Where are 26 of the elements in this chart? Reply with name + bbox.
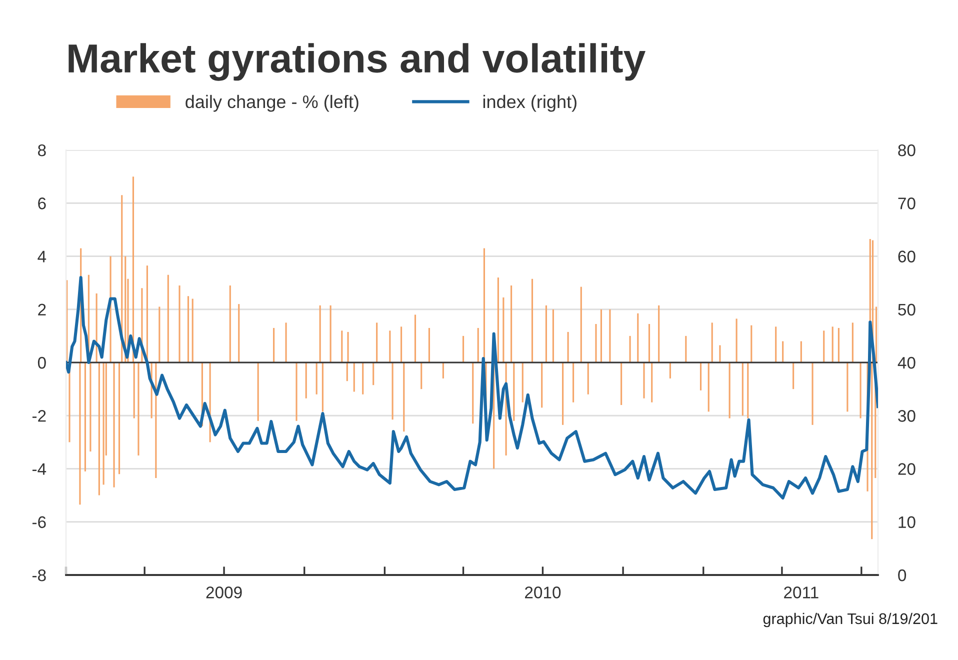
y2-tick-label: 50 xyxy=(898,304,916,316)
legend-label: daily change - % (left) xyxy=(186,94,358,112)
y-tick-label: -8 xyxy=(32,569,46,582)
y-tick-label: 6 xyxy=(38,198,46,210)
x-tick-label: 2010 xyxy=(525,586,561,598)
y2-tick-label: 0 xyxy=(898,569,906,582)
y-tick-label: 4 xyxy=(38,250,46,262)
x-tick-label: 2011 xyxy=(784,586,818,598)
line-series xyxy=(66,276,878,500)
y-tick-label: -6 xyxy=(32,516,46,528)
y2-tick-label: 10 xyxy=(898,516,916,528)
y-tick-label: -2 xyxy=(32,410,46,422)
y-tick-label: 0 xyxy=(38,356,46,369)
y2-tick-label: 60 xyxy=(898,250,916,262)
y-tick-label: -4 xyxy=(32,463,46,475)
y2-tick-label: 30 xyxy=(898,410,916,422)
y2-tick-label: 80 xyxy=(898,144,916,156)
y-tick-label: 8 xyxy=(38,144,46,156)
y2-tick-label: 70 xyxy=(898,198,916,210)
y2-tick-label: 20 xyxy=(898,463,916,475)
text: graphic/Van Tsui 8/19/201 xyxy=(763,612,938,628)
chart-title: Market gyrations and volatility xyxy=(68,43,646,81)
legend-label: index (right) xyxy=(483,94,576,112)
y2-tick-label: 40 xyxy=(898,356,916,369)
x-tick-label: 2009 xyxy=(206,586,242,598)
y-tick-label: 2 xyxy=(38,304,46,316)
